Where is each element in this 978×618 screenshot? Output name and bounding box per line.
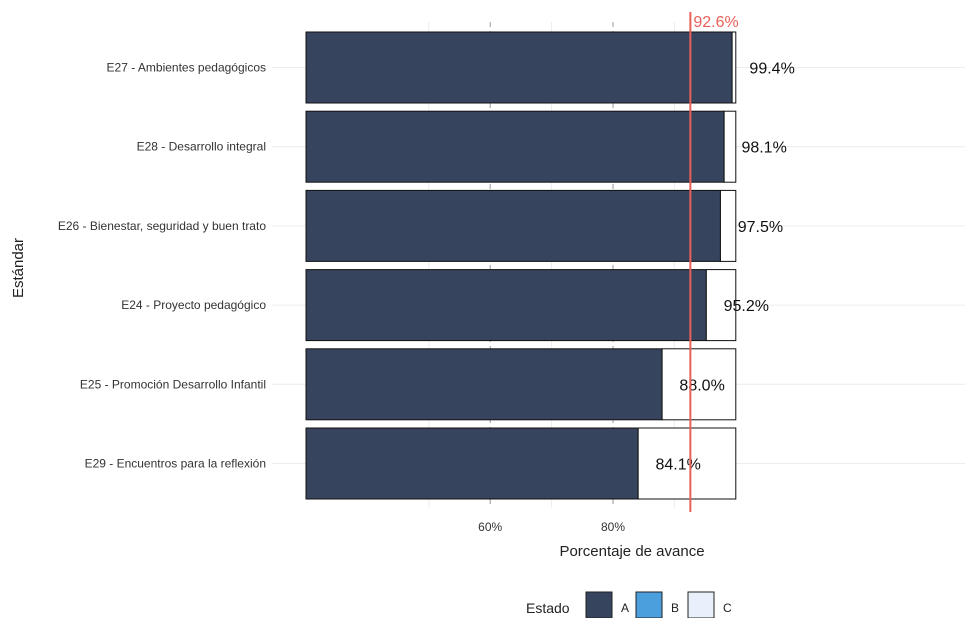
data-label: 95.2% — [724, 298, 769, 315]
bar-c-2 — [723, 110, 737, 183]
data-label: 97.5% — [738, 219, 783, 236]
category-label: E25 - Promoción Desarrollo Infantil — [80, 377, 266, 391]
x-axis-title: Porcentaje de avance — [559, 543, 704, 560]
data-label: 99.4% — [749, 61, 794, 78]
bar-a-6 — [305, 427, 639, 500]
legend-label-a: A — [621, 601, 629, 615]
bar-c-5 — [661, 348, 737, 421]
reference-line-group: 92.6% — [689, 12, 739, 512]
legend-label-b: B — [671, 601, 679, 615]
bar-c-6 — [637, 427, 737, 500]
reference-line-label: 92.6% — [693, 14, 738, 31]
bar-a-1 — [305, 31, 733, 104]
x-ticks: 60% 80% — [478, 520, 625, 534]
y-axis-title: Estándar — [10, 238, 27, 298]
data-label: 84.1% — [655, 457, 700, 474]
x-tick-label: 80% — [601, 520, 625, 534]
legend-key-a — [585, 591, 613, 618]
legend-title: Estado — [526, 600, 570, 616]
legend-key-c — [687, 591, 715, 618]
bar-a-4 — [305, 269, 707, 342]
data-label: 98.1% — [741, 140, 786, 157]
bar-a-3 — [305, 189, 721, 262]
bar-c-1 — [731, 31, 737, 104]
category-labels: E27 - Ambientes pedagógicos E28 - Desarro… — [58, 61, 266, 471]
bars: 99.4% 98.1% 97.5% 95.2% 88.0% 84.1% — [305, 31, 795, 500]
category-label: E27 - Ambientes pedagógicos — [107, 61, 266, 75]
legend-label-c: C — [723, 601, 732, 615]
category-label: E24 - Proyecto pedagógico — [121, 298, 266, 312]
bar-a-5 — [305, 348, 663, 421]
data-label: 88.0% — [679, 377, 724, 394]
legend: Estado A B C — [526, 591, 732, 618]
category-label: E26 - Bienestar, seguridad y buen trato — [58, 219, 266, 233]
legend-key-b — [635, 591, 663, 618]
category-label: E28 - Desarrollo integral — [137, 140, 266, 154]
category-label: E29 - Encuentros para la reflexión — [85, 457, 266, 471]
x-tick-label: 60% — [478, 520, 502, 534]
bar-a-2 — [305, 110, 725, 183]
bar-c-3 — [719, 189, 737, 262]
bar-c-4 — [705, 269, 737, 342]
